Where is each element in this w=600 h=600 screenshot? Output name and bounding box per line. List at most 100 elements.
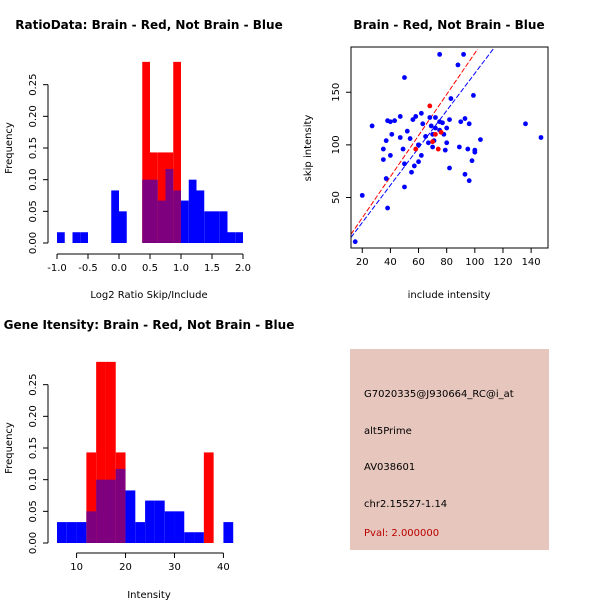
probe-id: G7020335@J930664_RC@i_at bbox=[364, 389, 514, 400]
scatter-point-not-brain bbox=[418, 152, 424, 158]
scatter-xlabel: include intensity bbox=[408, 290, 491, 301]
scatter-point-not-brain bbox=[465, 146, 471, 152]
scatter-point-not-brain bbox=[472, 149, 478, 155]
ratio-bar-not-brain bbox=[204, 211, 212, 243]
scatter-point-not-brain bbox=[447, 165, 452, 171]
scatter-x-tick-label: 140 bbox=[522, 257, 541, 268]
ratio-bar-not-brain bbox=[165, 168, 174, 243]
ratio-bar-brain bbox=[142, 61, 150, 243]
scatter-ylabel: skip intensity bbox=[303, 115, 314, 182]
ratio-x-tick-label: 1.5 bbox=[204, 263, 220, 274]
scatter-title: Brain - Red, Not Brain - Blue bbox=[353, 18, 544, 32]
scatter-y-tick-label: 50 bbox=[331, 191, 342, 204]
intensity-bar-not-brain bbox=[184, 532, 195, 543]
accession: AV038601 bbox=[364, 462, 415, 473]
ratio-bar-not-brain bbox=[57, 232, 65, 243]
scatter-point-not-brain bbox=[437, 51, 443, 57]
ratio-bar-not-brain bbox=[181, 200, 189, 243]
intensity-bar-not-brain bbox=[223, 522, 234, 543]
scatter-point-not-brain bbox=[427, 115, 433, 120]
scatter-x-tick-label: 60 bbox=[412, 257, 425, 268]
scatter-x-tick-label: 100 bbox=[465, 257, 484, 268]
scatter-point-not-brain bbox=[462, 116, 468, 121]
scatter-point-not-brain bbox=[359, 192, 365, 198]
intensity-bar-not-brain bbox=[164, 511, 175, 543]
intensity-bar-not-brain bbox=[174, 511, 185, 543]
scatter-plot: Brain - Red, Not Brain - Blue 20 40 60 80 10… bbox=[303, 18, 549, 301]
scatter-point-not-brain bbox=[389, 131, 395, 137]
intensity-bar-not-brain bbox=[66, 522, 77, 543]
scatter-point-not-brain bbox=[409, 169, 414, 175]
intensity-bar-not-brain bbox=[115, 468, 126, 543]
scatter-point-not-brain bbox=[400, 146, 406, 152]
intensity-title: Gene Itensity: Brain - Red, Not Brain - … bbox=[4, 318, 295, 332]
scatter-point-not-brain bbox=[418, 110, 424, 116]
intensity-bar-not-brain bbox=[105, 479, 116, 543]
intensity-y-tick-label: 0.25 bbox=[28, 374, 39, 396]
intensity-bar-brain bbox=[105, 361, 116, 543]
ratio-bars bbox=[57, 61, 243, 243]
intensity-xlabel: Intensity bbox=[127, 590, 171, 600]
scatter-point-not-brain bbox=[433, 115, 438, 120]
scatter-point-not-brain bbox=[416, 159, 421, 165]
intensity-x-tick-label: 30 bbox=[168, 562, 181, 573]
ratio-y-tick-label: 0.25 bbox=[28, 74, 39, 96]
scatter-point-not-brain bbox=[462, 171, 468, 177]
ratio-x-tick-label: -1.0 bbox=[47, 263, 67, 274]
ratio-y-tick-label: 0.15 bbox=[28, 137, 39, 159]
scatter-point-not-brain bbox=[466, 121, 472, 127]
scatter-point-not-brain bbox=[428, 123, 434, 129]
intensity-x-tick-label: 10 bbox=[70, 562, 83, 573]
scatter-point-not-brain bbox=[383, 138, 389, 144]
intensity-bar-not-brain bbox=[194, 532, 204, 543]
scatter-x-tick-label: 120 bbox=[493, 257, 512, 268]
scatter-point-not-brain bbox=[392, 118, 398, 124]
scatter-point-not-brain bbox=[369, 123, 375, 129]
scatter-point-not-brain bbox=[420, 121, 426, 127]
intensity-bar-not-brain bbox=[76, 522, 87, 543]
scatter-y-tick-label: 150 bbox=[331, 83, 342, 102]
scatter-point-not-brain bbox=[466, 178, 472, 184]
intensity-histogram: Gene Itensity: Brain - Red, Not Brain - … bbox=[4, 318, 295, 600]
scatter-point-not-brain bbox=[478, 137, 483, 143]
ratio-bar-not-brain bbox=[235, 232, 243, 243]
ratio-x-tick-label: 2.0 bbox=[235, 263, 251, 274]
scatter-fit-line-not-brain bbox=[351, 48, 494, 238]
scatter-point-not-brain bbox=[413, 114, 419, 119]
ratio-y-tick-label: 0.05 bbox=[28, 200, 39, 222]
ratio-histogram: RatioData: Brain - Red, Not Brain - Blue… bbox=[4, 18, 283, 301]
scatter-point-brain bbox=[430, 139, 436, 145]
intensity-bar-not-brain bbox=[135, 522, 146, 543]
scatter-point-not-brain bbox=[430, 144, 436, 150]
ratio-y-tick-label: 0.10 bbox=[28, 169, 39, 191]
ratio-x-tick-label: 0.0 bbox=[111, 263, 127, 274]
scatter-point-not-brain bbox=[523, 121, 528, 127]
intensity-y-tick-label: 0.20 bbox=[28, 405, 39, 427]
scatter-point-not-brain bbox=[458, 119, 464, 125]
scatter-point-not-brain bbox=[448, 96, 454, 101]
scatter-point-not-brain bbox=[385, 205, 390, 211]
scatter-point-not-brain bbox=[388, 119, 393, 125]
scatter-point-not-brain bbox=[402, 161, 407, 167]
ratio-bar-not-brain bbox=[157, 200, 166, 243]
scatter-x-tick-label: 40 bbox=[384, 257, 397, 268]
scatter-point-brain bbox=[438, 129, 444, 135]
intensity-bar-brain bbox=[203, 452, 214, 543]
ratio-bar-brain bbox=[157, 152, 166, 243]
ratio-title: RatioData: Brain - Red, Not Brain - Blue bbox=[15, 18, 282, 32]
ratio-y-tick-label: 0.00 bbox=[28, 232, 39, 254]
intensity-y-tick-label: 0.05 bbox=[28, 500, 39, 522]
ratio-bar-not-brain bbox=[188, 179, 197, 243]
scatter-point-not-brain bbox=[388, 152, 393, 158]
scatter-point-not-brain bbox=[407, 136, 413, 141]
pval-text: Pval: 2.000000 bbox=[364, 528, 439, 539]
scatter-point-not-brain bbox=[447, 117, 452, 123]
info-panel-background bbox=[350, 349, 549, 550]
scatter-point-not-brain bbox=[380, 146, 386, 152]
scatter-point-brain bbox=[435, 146, 441, 152]
ratio-bar-not-brain bbox=[196, 190, 205, 243]
intensity-axes: 10 20 30 40 0.00 0.05 0.10 0.15 0.20 0.25 bbox=[28, 374, 230, 573]
ratio-x-tick-label: 0.5 bbox=[142, 263, 158, 274]
scatter-point-brain bbox=[427, 103, 433, 109]
